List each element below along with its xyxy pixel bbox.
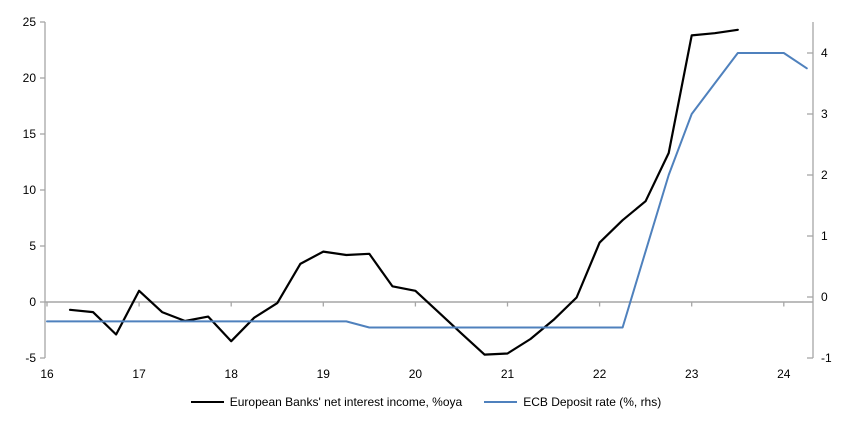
legend-item-ecb-deposit-rate: ECB Deposit rate (%, rhs)	[484, 395, 661, 409]
y-axis-right-tick-label: 1	[821, 229, 828, 243]
series-line-net-interest-income	[68, 28, 739, 356]
x-axis-tick-label: 22	[593, 367, 607, 381]
y-axis-left-tick-label: 25	[23, 15, 37, 29]
y-axis-left-tick-label: 15	[23, 127, 37, 141]
legend-label-ecb-deposit-rate: ECB Deposit rate (%, rhs)	[523, 395, 662, 409]
x-axis-tick-label: 17	[132, 367, 146, 381]
y-axis-left-tick-label: 5	[29, 239, 36, 253]
series-line-ecb-deposit-rate	[46, 52, 808, 329]
y-axis-right-tick-label: 3	[821, 107, 828, 121]
x-axis-tick-label: 20	[409, 367, 423, 381]
y-axis-left-tick-label: 0	[29, 295, 36, 309]
y-axis-right-tick-label: 4	[821, 46, 828, 60]
y-axis-right-tick-label: 2	[821, 168, 828, 182]
x-axis-tick-label: 16	[40, 367, 54, 381]
y-axis-left-tick-label: -5	[25, 351, 36, 365]
y-axis-right-tick-label: -1	[821, 351, 832, 365]
x-axis-tick-label: 23	[685, 367, 699, 381]
y-axis-left-tick-label: 10	[23, 183, 37, 197]
legend-label-net-interest-income: European Banks' net interest income, %oy…	[229, 395, 463, 409]
legend-line-swatch-black	[190, 401, 224, 403]
legend-line-swatch-blue	[484, 401, 518, 403]
chart-legend: European Banks' net interest income, %oy…	[0, 395, 852, 409]
legend-item-net-interest-income: European Banks' net interest income, %oy…	[190, 395, 463, 409]
x-axis-tick-label: 18	[225, 367, 239, 381]
x-axis-tick-label: 24	[777, 367, 791, 381]
x-axis-tick-label: 19	[317, 367, 331, 381]
y-axis-right-tick-label: 0	[821, 290, 828, 304]
y-axis-left-tick-label: 20	[23, 71, 37, 85]
x-axis-tick-label: 21	[501, 367, 515, 381]
